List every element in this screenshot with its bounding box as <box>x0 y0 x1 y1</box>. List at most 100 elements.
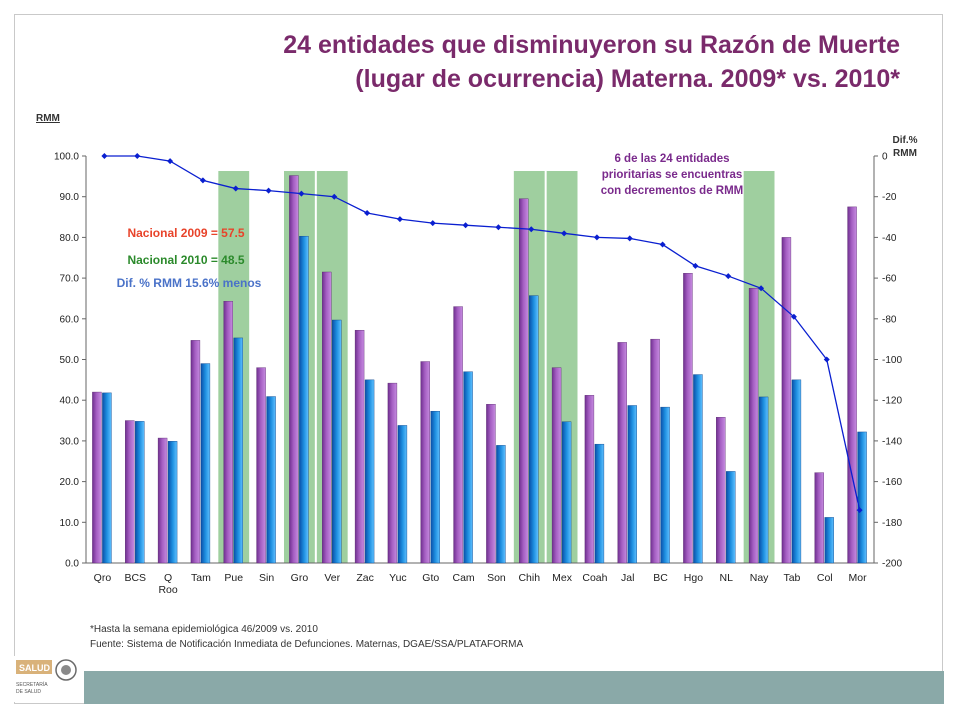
title-line-1: 24 entidades que disminuyeron su Razón d… <box>283 31 900 59</box>
y-tick-label: 10.0 <box>60 518 80 529</box>
svg-text:SECRETARÍA: SECRETARÍA <box>16 681 48 688</box>
y2-axis-label: Dif.% <box>893 135 918 146</box>
y-tick-label: 60.0 <box>60 314 80 325</box>
y2-tick-label: 0 <box>882 152 888 163</box>
bar-2009 <box>420 361 430 564</box>
bar-2009 <box>781 237 792 564</box>
bar-2010 <box>200 363 211 564</box>
priority-annotation: prioritarias se encuentras <box>602 169 743 181</box>
bar-2010 <box>364 379 375 564</box>
footnote-source: Fuente: Sistema de Notificación Inmediat… <box>90 639 524 650</box>
salud-logo: SALUD SECRETARÍA DE SALUD <box>14 656 80 702</box>
bar-2009 <box>847 206 857 564</box>
x-tick-label: Nay <box>750 572 769 584</box>
bar-2009 <box>354 329 365 564</box>
x-tick-label: Pue <box>224 572 243 584</box>
line-point <box>331 193 338 200</box>
y2-tick-label: -160 <box>882 477 902 488</box>
bar-2010 <box>726 471 736 564</box>
bar-2010 <box>167 441 178 564</box>
bar-2010 <box>627 405 637 564</box>
bar-2009 <box>551 367 562 564</box>
bar-2009 <box>92 391 102 564</box>
y2-tick-label: -40 <box>882 233 897 244</box>
line-point <box>856 507 863 514</box>
bar-2010 <box>266 396 276 564</box>
y2-tick-label: -60 <box>882 274 897 285</box>
bar-2010 <box>135 421 145 564</box>
x-tick-label: Yuc <box>389 572 407 584</box>
line-point <box>823 356 830 363</box>
bar-2010 <box>791 379 802 564</box>
bar-2010 <box>529 295 539 564</box>
y-tick-label: 80.0 <box>60 233 80 244</box>
bar-2010 <box>496 445 506 564</box>
y2-axis-label: RMM <box>893 148 917 159</box>
x-tick-label: Jal <box>621 572 634 584</box>
bar-2010 <box>299 235 309 564</box>
line-point <box>659 241 666 248</box>
x-tick-label: Q <box>164 572 172 584</box>
y-tick-label: 30.0 <box>60 436 80 447</box>
y-tick-label: 40.0 <box>60 396 80 407</box>
x-tick-label: Coah <box>582 572 607 584</box>
bar-2010 <box>824 517 834 564</box>
line-point <box>528 226 535 233</box>
bar-2009 <box>256 367 266 564</box>
line-point <box>725 273 732 280</box>
bar-2009 <box>453 306 463 564</box>
footer-band <box>84 671 944 704</box>
footnote-period: *Hasta la semana epidemiológica 46/2009 … <box>90 624 318 635</box>
y-tick-label: 100.0 <box>54 152 79 163</box>
x-tick-label: BC <box>653 572 668 584</box>
x-tick-label: Chih <box>518 572 540 584</box>
x-tick-label: Roo <box>158 584 177 596</box>
bar-2010 <box>430 410 440 564</box>
line-point <box>232 185 239 192</box>
x-tick-label: Zac <box>356 572 374 584</box>
y-axis-label: RMM <box>36 113 60 124</box>
bar-2009 <box>716 417 726 564</box>
y2-tick-label: -140 <box>882 436 902 447</box>
line-point <box>790 313 797 320</box>
x-tick-label: Tam <box>191 572 211 584</box>
bar-2009 <box>322 271 332 564</box>
bar-2010 <box>594 443 605 564</box>
x-tick-label: Ver <box>324 572 340 584</box>
national-2009-annotation: Nacional 2009 = 57.5 <box>127 226 244 240</box>
chart-title: 24 entidades que disminuyeron su Razón d… <box>100 28 900 96</box>
priority-annotation: 6 de las 24 entidades <box>614 153 729 165</box>
bar-2010 <box>561 421 572 564</box>
y-tick-label: 50.0 <box>60 355 80 366</box>
bar-2010 <box>758 396 769 564</box>
bar-2010 <box>332 319 342 564</box>
bar-2010 <box>693 374 703 564</box>
x-tick-label: Cam <box>452 572 474 584</box>
y-tick-label: 20.0 <box>60 477 80 488</box>
bar-2010 <box>233 337 243 564</box>
line-point <box>429 220 436 227</box>
bar-2009 <box>289 175 299 564</box>
line-dif-rmm <box>104 155 861 511</box>
line-point <box>495 224 502 231</box>
bar-2009 <box>683 273 693 564</box>
line-point <box>167 158 174 165</box>
bar-2009 <box>190 340 201 564</box>
y2-tick-label: -200 <box>882 559 902 570</box>
priority-annotation: con decrementos de RMM <box>601 185 744 197</box>
bar-2009 <box>223 301 233 564</box>
y2-tick-label: -80 <box>882 314 897 325</box>
x-tick-label: Tab <box>783 572 800 584</box>
bar-2009 <box>125 420 135 564</box>
bar-2010 <box>857 431 867 564</box>
y2-tick-label: -100 <box>882 355 902 366</box>
y2-tick-label: -20 <box>882 192 897 203</box>
line-point <box>134 153 141 159</box>
bar-2009 <box>748 288 759 564</box>
line-point <box>199 177 206 184</box>
y-tick-label: 0.0 <box>65 559 79 570</box>
x-tick-label: Mor <box>849 572 868 584</box>
y-tick-label: 70.0 <box>60 274 80 285</box>
x-tick-label: Sin <box>259 572 274 584</box>
